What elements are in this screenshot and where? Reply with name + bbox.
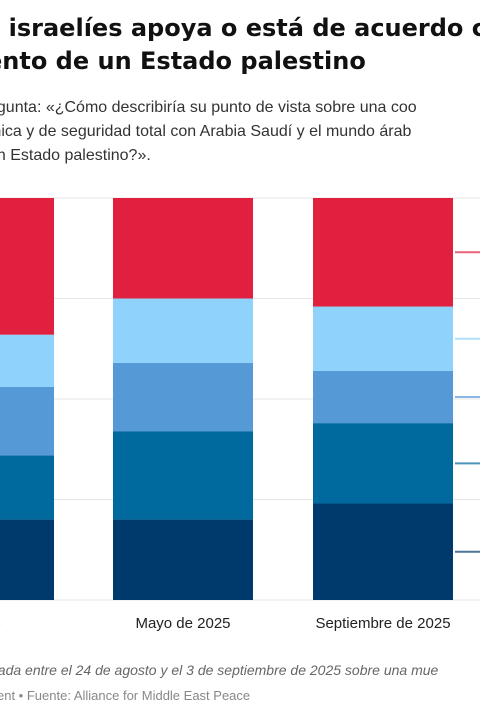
bar-segment-0-2 <box>0 386 54 456</box>
source-text: ent • Fuente: Alliance for Middle East P… <box>0 688 251 703</box>
chart-subtitle-line-1: egunta: «¿Cómo describiría su punto de v… <box>0 99 417 116</box>
stacked-bar-chart: 2025 Mayo de 2025 Septiembre de 2025 <box>0 197 480 632</box>
bar-segment-1-2 <box>113 362 253 432</box>
chart-subtitle: egunta: «¿Cómo describiría su punto de v… <box>0 96 480 168</box>
chart-title-line-1: s israelíes apoya o está de acuerdo c <box>0 14 480 42</box>
x-tick-label-2: Septiembre de 2025 <box>315 615 450 632</box>
bar-segment-0-4 <box>0 198 54 335</box>
bar-segment-2-4 <box>313 198 453 307</box>
bar-segment-2-1 <box>313 423 453 504</box>
chart-subtitle-line-3: un Estado palestino?». <box>0 147 151 164</box>
bar-segment-2-0 <box>313 503 453 600</box>
bar-segment-0-1 <box>0 455 54 520</box>
x-tick-label-0: 2025 <box>0 615 1 632</box>
bar-segment-1-1 <box>113 431 253 520</box>
source-line: ent • Fuente: Alliance for Middle East P… <box>0 688 480 703</box>
bar-segment-1-4 <box>113 198 253 299</box>
bar-segment-2-3 <box>313 306 453 371</box>
x-tick-label-1: Mayo de 2025 <box>135 615 230 632</box>
bar-segment-2-2 <box>313 370 453 424</box>
bar-segment-1-3 <box>113 298 253 363</box>
chart-title-line-2: ento de un Estado palestino <box>0 47 366 75</box>
footnote: eada entre el 24 de agosto y el 3 de sep… <box>0 662 480 678</box>
bar-segment-0-0 <box>0 519 54 600</box>
footnote-text: eada entre el 24 de agosto y el 3 de sep… <box>0 662 439 678</box>
chart-subtitle-line-2: mica y de seguridad total con Arabia Sau… <box>0 123 412 140</box>
bar-segment-1-0 <box>113 519 253 600</box>
chart-title: s israelíes apoya o está de acuerdo c en… <box>0 12 480 82</box>
bar-segment-0-3 <box>0 334 54 387</box>
